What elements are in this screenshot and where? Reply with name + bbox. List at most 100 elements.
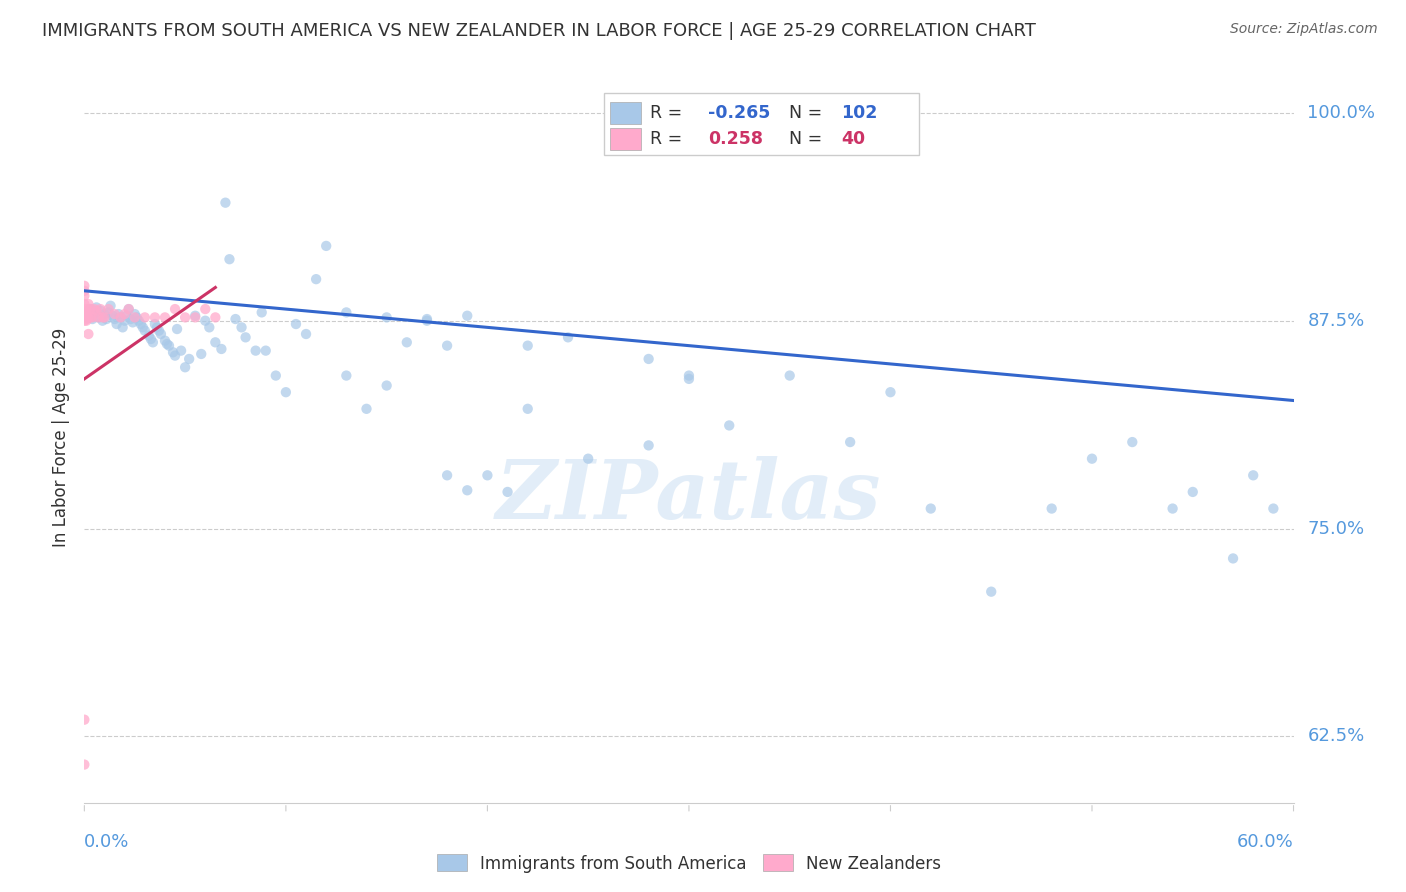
Point	[97, 301, 120, 316]
Point	[456, 309, 478, 323]
Point	[124, 307, 146, 321]
Point	[718, 418, 741, 433]
Point	[93, 310, 115, 325]
Point	[264, 368, 287, 383]
Point	[114, 307, 136, 321]
Point	[128, 314, 150, 328]
Point	[1241, 468, 1264, 483]
Point	[1181, 484, 1204, 499]
Point	[120, 312, 142, 326]
Point	[138, 328, 160, 343]
Point	[194, 301, 217, 316]
Point	[204, 335, 226, 350]
Point	[73, 713, 96, 727]
Point	[125, 310, 148, 325]
Point	[194, 314, 217, 328]
Point	[79, 301, 101, 316]
Text: R =: R =	[650, 130, 688, 148]
Point	[132, 320, 155, 334]
Text: Source: ZipAtlas.com: Source: ZipAtlas.com	[1230, 22, 1378, 37]
Point	[165, 349, 187, 363]
Point	[225, 312, 247, 326]
Point	[143, 317, 166, 331]
Point	[245, 343, 267, 358]
Text: -0.265: -0.265	[709, 104, 770, 122]
Point	[73, 289, 96, 303]
Point	[170, 343, 193, 358]
Point	[149, 326, 172, 341]
Point	[209, 342, 232, 356]
Text: 0.258: 0.258	[709, 130, 763, 148]
Point	[100, 299, 122, 313]
Point	[77, 310, 100, 325]
Point	[142, 335, 165, 350]
Point	[93, 307, 115, 321]
Text: 75.0%: 75.0%	[1308, 519, 1365, 538]
Point	[218, 252, 240, 267]
Point	[204, 310, 226, 325]
Point	[146, 320, 169, 334]
Point	[678, 372, 700, 386]
Point	[104, 307, 127, 321]
Point	[73, 284, 96, 298]
Point	[190, 347, 212, 361]
Text: 62.5%: 62.5%	[1308, 727, 1365, 746]
Point	[83, 301, 105, 316]
Point	[477, 468, 499, 483]
Point	[89, 301, 111, 316]
Point	[305, 272, 328, 286]
Point	[129, 317, 152, 331]
Point	[75, 314, 97, 328]
Point	[104, 312, 127, 326]
Point	[97, 305, 120, 319]
Point	[231, 320, 253, 334]
Point	[1040, 501, 1063, 516]
Point	[110, 310, 132, 325]
Text: 100.0%: 100.0%	[1308, 104, 1375, 122]
Text: IMMIGRANTS FROM SOUTH AMERICA VS NEW ZEALANDER IN LABOR FORCE | AGE 25-29 CORREL: IMMIGRANTS FROM SOUTH AMERICA VS NEW ZEA…	[42, 22, 1036, 40]
Text: 0.0%: 0.0%	[84, 833, 129, 851]
Point	[174, 360, 197, 375]
Point	[879, 385, 901, 400]
Text: 40: 40	[841, 130, 866, 148]
FancyBboxPatch shape	[610, 102, 641, 124]
Point	[165, 301, 187, 316]
Point	[153, 334, 176, 348]
Point	[637, 351, 659, 366]
Point	[79, 310, 101, 325]
Point	[134, 310, 156, 325]
Point	[576, 451, 599, 466]
Point	[79, 301, 101, 316]
Point	[516, 401, 538, 416]
Point	[214, 195, 236, 210]
Point	[121, 315, 143, 329]
Point	[516, 338, 538, 352]
Point	[87, 310, 110, 325]
Point	[105, 317, 128, 331]
Point	[284, 317, 308, 331]
Point	[496, 484, 519, 499]
Point	[73, 305, 96, 319]
Point	[250, 305, 273, 319]
Point	[77, 326, 100, 341]
Point	[115, 309, 138, 323]
Point	[356, 401, 378, 416]
Point	[82, 310, 104, 325]
Point	[174, 310, 197, 325]
Point	[416, 314, 439, 328]
Point	[920, 501, 942, 516]
Point	[148, 324, 170, 338]
Text: ZIPatlas: ZIPatlas	[496, 456, 882, 535]
Point	[436, 338, 458, 352]
Point	[274, 385, 297, 400]
Point	[157, 338, 180, 352]
Point	[73, 278, 96, 293]
Point	[1263, 501, 1285, 516]
Point	[75, 305, 97, 319]
Point	[184, 310, 207, 325]
Point	[1222, 551, 1244, 566]
Point	[75, 309, 97, 323]
Point	[839, 435, 862, 450]
Legend: Immigrants from South America, New Zealanders: Immigrants from South America, New Zeala…	[430, 847, 948, 880]
Point	[395, 335, 418, 350]
